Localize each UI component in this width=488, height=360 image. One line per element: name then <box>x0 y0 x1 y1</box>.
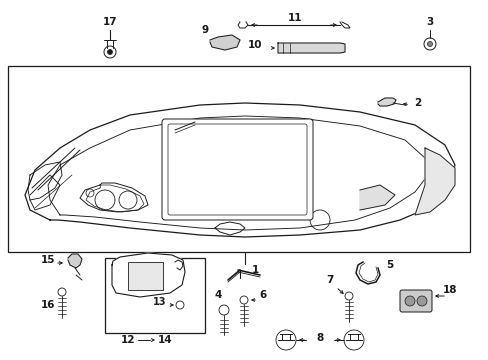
Text: 1: 1 <box>251 265 258 275</box>
Text: 10: 10 <box>247 40 262 50</box>
Text: 5: 5 <box>386 260 393 270</box>
FancyBboxPatch shape <box>162 119 312 220</box>
Polygon shape <box>209 35 240 50</box>
Text: 15: 15 <box>41 255 55 265</box>
Text: 12: 12 <box>121 335 135 345</box>
FancyBboxPatch shape <box>168 124 306 215</box>
Polygon shape <box>68 254 82 268</box>
FancyBboxPatch shape <box>399 290 431 312</box>
Text: 4: 4 <box>214 290 221 300</box>
Text: 17: 17 <box>102 17 117 27</box>
Circle shape <box>427 41 431 46</box>
Text: 11: 11 <box>287 13 302 23</box>
Text: 7: 7 <box>325 275 333 285</box>
Text: 9: 9 <box>201 25 208 35</box>
Circle shape <box>404 296 414 306</box>
Text: 8: 8 <box>316 333 323 343</box>
Polygon shape <box>359 185 394 210</box>
Text: 16: 16 <box>41 300 55 310</box>
Bar <box>128 262 163 290</box>
Text: 14: 14 <box>157 335 172 345</box>
Text: 2: 2 <box>413 98 421 108</box>
Polygon shape <box>112 253 184 297</box>
Circle shape <box>107 49 112 54</box>
Bar <box>8 66 469 252</box>
Text: 6: 6 <box>259 290 266 300</box>
Polygon shape <box>278 43 345 53</box>
Text: 18: 18 <box>442 285 456 295</box>
Polygon shape <box>377 98 395 106</box>
Text: 13: 13 <box>153 297 166 307</box>
Bar <box>105 258 204 333</box>
Polygon shape <box>414 148 454 215</box>
Circle shape <box>416 296 426 306</box>
Text: 3: 3 <box>426 17 433 27</box>
